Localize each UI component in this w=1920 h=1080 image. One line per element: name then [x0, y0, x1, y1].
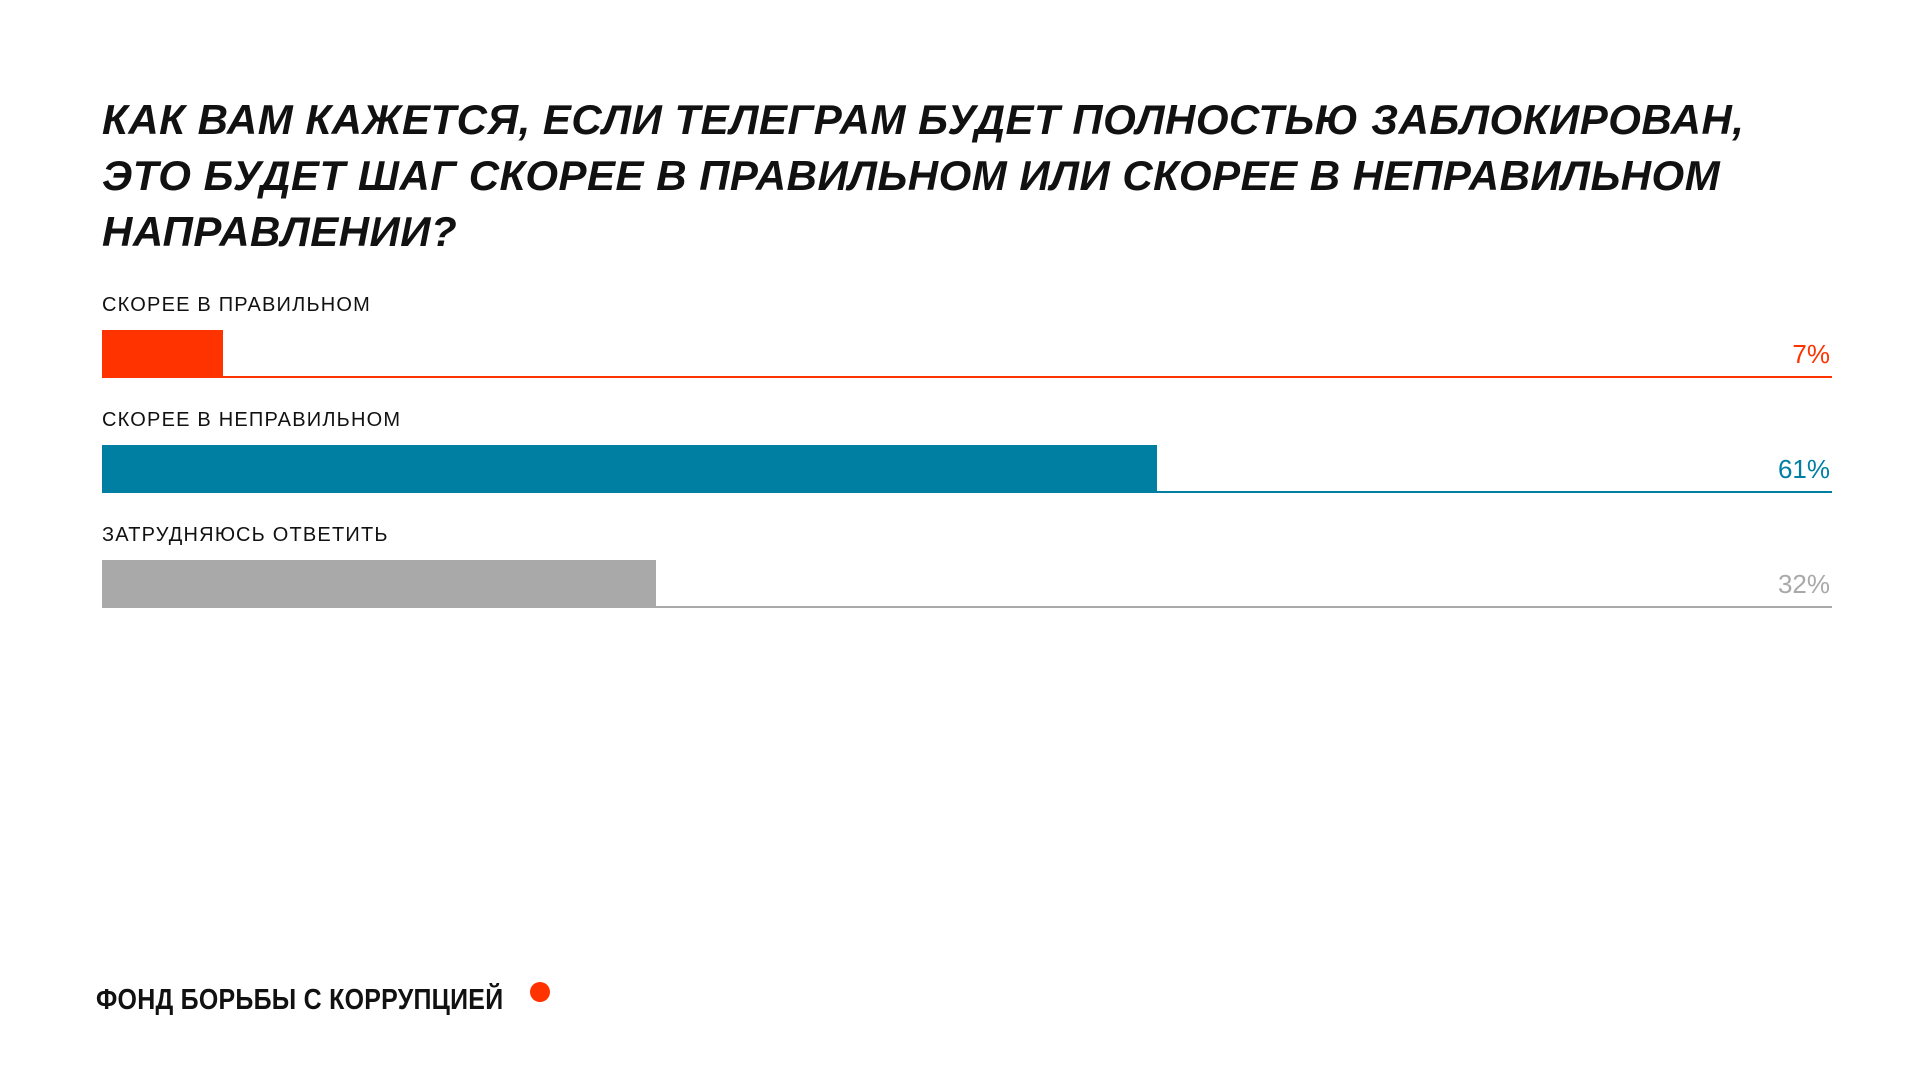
bar-baseline — [102, 376, 1832, 378]
bar-track: 32% — [102, 560, 1832, 608]
bar-baseline — [102, 491, 1832, 493]
bar-baseline — [102, 606, 1832, 608]
title-line-3: НАПРАВЛЕНИИ? — [102, 208, 458, 255]
chart-row: ЗАТРУДНЯЮСЬ ОТВЕТИТЬ 32% — [102, 516, 1832, 631]
bar — [102, 560, 656, 608]
logo-dot-icon — [530, 982, 550, 1002]
footer-logo: ФОНД БОРЬБЫ С КОРРУПЦИЕЙ — [96, 982, 570, 1024]
value-label: 61% — [1777, 454, 1830, 484]
category-label: СКОРЕЕ В НЕПРАВИЛЬНОМ — [102, 409, 402, 431]
title-line-2: ЭТО БУДЕТ ШАГ СКОРЕЕ В ПРАВИЛЬНОМ ИЛИ СК… — [102, 152, 1721, 199]
value-label: 7% — [1792, 339, 1830, 369]
bar-track: 7% — [102, 330, 1832, 378]
org-name: ФОНД БОРЬБЫ С КОРРУПЦИЕЙ — [96, 984, 504, 1016]
bar — [102, 330, 223, 378]
bar-track: 61% — [102, 445, 1832, 493]
bar — [102, 445, 1157, 493]
value-label: 32% — [1777, 569, 1830, 599]
chart-title: КАК ВАМ КАЖЕТСЯ, ЕСЛИ ТЕЛЕГРАМ БУДЕТ ПОЛ… — [102, 92, 1862, 260]
category-label: СКОРЕЕ В ПРАВИЛЬНОМ — [102, 294, 372, 316]
category-label: ЗАТРУДНЯЮСЬ ОТВЕТИТЬ — [102, 524, 389, 546]
chart-row: СКОРЕЕ В ПРАВИЛЬНОМ 7% — [102, 286, 1832, 401]
bar-chart: СКОРЕЕ В ПРАВИЛЬНОМ 7% СКОРЕЕ В НЕПРАВИЛЬН… — [102, 286, 1832, 631]
title-line-1: КАК ВАМ КАЖЕТСЯ, ЕСЛИ ТЕЛЕГРАМ БУДЕТ ПОЛ… — [102, 96, 1745, 143]
chart-row: СКОРЕЕ В НЕПРАВИЛЬНОМ 61% — [102, 401, 1832, 516]
